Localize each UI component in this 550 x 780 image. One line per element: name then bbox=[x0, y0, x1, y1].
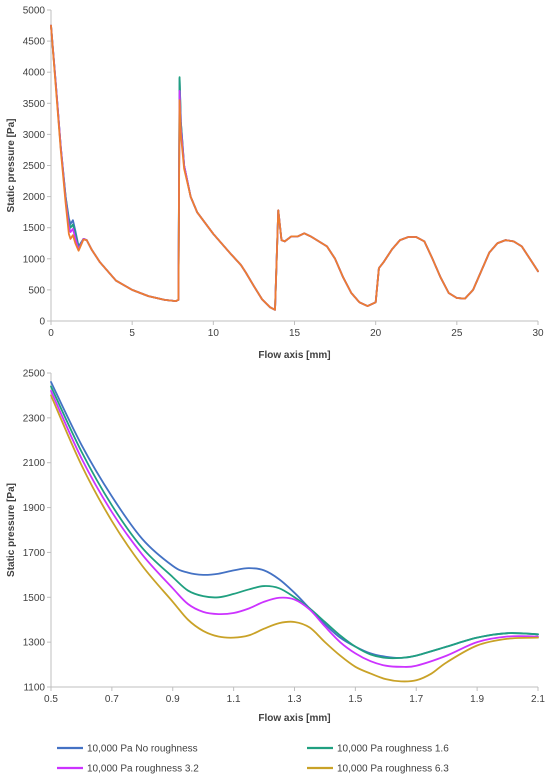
x-tick-label: 0.9 bbox=[166, 694, 180, 705]
x-tick-label: 5 bbox=[129, 328, 135, 339]
y-tick-label: 2500 bbox=[23, 161, 46, 172]
y-tick-label: 3000 bbox=[23, 130, 46, 141]
x-tick-label: 1.1 bbox=[227, 694, 241, 705]
y-tick-label: 2100 bbox=[23, 458, 46, 469]
x-tick-label: 0 bbox=[48, 328, 54, 339]
y-tick-label: 1500 bbox=[23, 223, 46, 234]
y-tick-label: 1500 bbox=[23, 593, 46, 604]
legend-label: 10,000 Pa roughness 1.6 bbox=[337, 744, 449, 755]
legend: 10,000 Pa No roughness 10,000 Pa roughnes… bbox=[57, 744, 449, 775]
series-line-2 bbox=[50, 24, 539, 311]
x-axis-title: Flow axis [mm] bbox=[258, 713, 330, 724]
series-line-4 bbox=[50, 394, 539, 683]
y-tick-label: 4500 bbox=[23, 37, 46, 48]
legend-label: 10,000 Pa roughness 3.2 bbox=[87, 764, 199, 775]
y-tick-label: 1100 bbox=[23, 683, 45, 694]
y-tick-label: 500 bbox=[28, 285, 45, 296]
legend-item: 10,000 Pa roughness 6.3 bbox=[307, 764, 449, 775]
y-axis-title: Static pressure [Pa] bbox=[6, 119, 17, 213]
y-tick-label: 3500 bbox=[23, 99, 46, 110]
series-line-3 bbox=[50, 24, 539, 311]
y-tick-label: 1700 bbox=[23, 548, 46, 559]
legend-item: 10,000 Pa No roughness bbox=[57, 744, 198, 755]
x-tick-label: 20 bbox=[370, 328, 382, 339]
legend-item: 10,000 Pa roughness 3.2 bbox=[57, 764, 199, 775]
x-tick-label: 25 bbox=[451, 328, 463, 339]
chart-1: 0 500 1000 1500 2000 2500 3000 3500 4000 4500 5000… bbox=[6, 6, 544, 362]
y-tick-label: 1300 bbox=[23, 638, 46, 649]
legend-label: 10,000 Pa No roughness bbox=[87, 744, 198, 755]
y-tick-label: 5000 bbox=[23, 6, 46, 17]
x-tick-label: 2.1 bbox=[531, 694, 545, 705]
x-tick-label: 0.7 bbox=[105, 694, 119, 705]
y-tick-label: 2500 bbox=[23, 369, 46, 380]
y-tick-label: 2300 bbox=[23, 413, 46, 424]
x-tick-label: 15 bbox=[289, 328, 301, 339]
x-tick-label: 10 bbox=[208, 328, 220, 339]
legend-item: 10,000 Pa roughness 1.6 bbox=[307, 744, 449, 755]
series-line-1 bbox=[50, 24, 539, 311]
y-axis-title: Static pressure [Pa] bbox=[6, 483, 17, 577]
series-line-1 bbox=[50, 381, 539, 659]
series-line-2 bbox=[50, 385, 539, 660]
y-tick-label: 1900 bbox=[23, 503, 46, 514]
y-tick-label: 1000 bbox=[23, 254, 46, 265]
x-tick-label: 1.5 bbox=[348, 694, 362, 705]
x-tick-label: 1.9 bbox=[470, 694, 484, 705]
x-axis-title: Flow axis [mm] bbox=[258, 350, 330, 361]
y-tick-label: 2000 bbox=[23, 192, 46, 203]
legend-label: 10,000 Pa roughness 6.3 bbox=[337, 764, 449, 775]
series-line-3 bbox=[50, 390, 539, 668]
x-tick-label: 1.3 bbox=[288, 694, 302, 705]
y-tick-label: 0 bbox=[39, 317, 45, 328]
y-tick-label: 4000 bbox=[23, 68, 46, 79]
x-tick-label: 30 bbox=[532, 328, 544, 339]
series-line-4 bbox=[50, 24, 539, 311]
x-tick-label: 1.7 bbox=[409, 694, 423, 705]
chart-2: 1100 1300 1500 1700 1900 2100 2300 2500 0.5 0.7 0.… bbox=[6, 369, 545, 725]
x-tick-label: 0.5 bbox=[44, 694, 58, 705]
